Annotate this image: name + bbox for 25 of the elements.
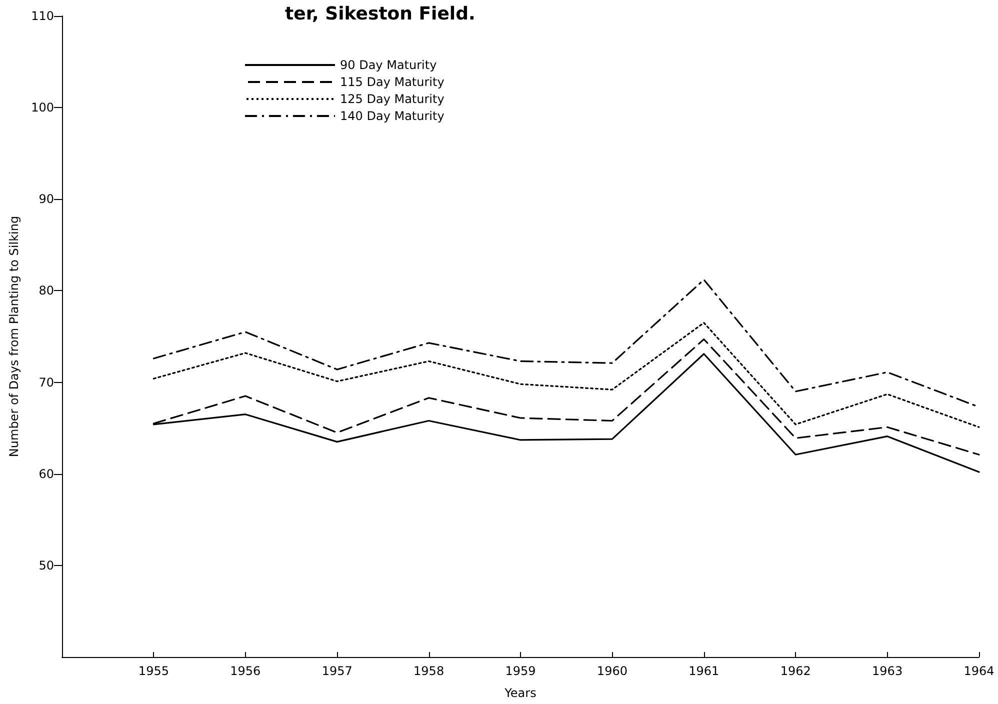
- y-tick-label: 110: [31, 9, 54, 23]
- y-tick-label: 50: [38, 558, 54, 572]
- y-tick-label: 70: [38, 375, 54, 390]
- y-axis-title: Number of Days from Planting to Silking: [7, 216, 21, 458]
- x-tick-label: 1955: [138, 664, 169, 678]
- legend-label: 140 Day Maturity: [340, 109, 444, 123]
- line-series: [152, 322, 980, 428]
- x-tick-label: 1959: [505, 664, 536, 678]
- x-tick-label: 1962: [780, 664, 811, 678]
- x-tick-label: 1956: [230, 664, 261, 678]
- y-tick-label: 90: [38, 192, 54, 206]
- x-tick-label: 1963: [872, 664, 903, 678]
- legend-label: 115 Day Maturity: [340, 75, 444, 89]
- x-tick-label: 1961: [688, 664, 720, 678]
- y-tick-label: 60: [38, 466, 54, 481]
- x-axis-title: Years: [504, 686, 536, 700]
- y-tick-label: 100: [31, 100, 54, 115]
- x-tick-label: 1964: [964, 664, 994, 678]
- x-tick-label: 1958: [414, 664, 444, 678]
- x-tick-label: 1957: [322, 664, 352, 678]
- legend-label: 125 Day Maturity: [340, 92, 444, 106]
- legend-label: 90 Day Maturity: [340, 58, 437, 72]
- chart-title: ter, Sikeston Field.: [285, 4, 476, 24]
- y-tick-label: 80: [38, 284, 54, 298]
- x-tick-label: 1960: [596, 664, 628, 678]
